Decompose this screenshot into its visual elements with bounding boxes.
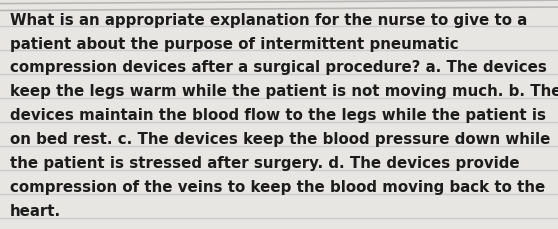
- Text: What is an appropriate explanation for the nurse to give to a: What is an appropriate explanation for t…: [10, 13, 527, 27]
- Text: the patient is stressed after surgery. d. The devices provide: the patient is stressed after surgery. d…: [10, 155, 519, 170]
- Text: on bed rest. c. The devices keep the blood pressure down while: on bed rest. c. The devices keep the blo…: [10, 132, 550, 147]
- Text: compression of the veins to keep the blood moving back to the: compression of the veins to keep the blo…: [10, 179, 545, 194]
- Text: heart.: heart.: [10, 203, 61, 218]
- Text: devices maintain the blood flow to the legs while the patient is: devices maintain the blood flow to the l…: [10, 108, 546, 123]
- Text: compression devices after a surgical procedure? a. The devices: compression devices after a surgical pro…: [10, 60, 547, 75]
- Text: keep the legs warm while the patient is not moving much. b. The: keep the legs warm while the patient is …: [10, 84, 558, 99]
- Text: patient about the purpose of intermittent pneumatic: patient about the purpose of intermitten…: [10, 36, 459, 51]
